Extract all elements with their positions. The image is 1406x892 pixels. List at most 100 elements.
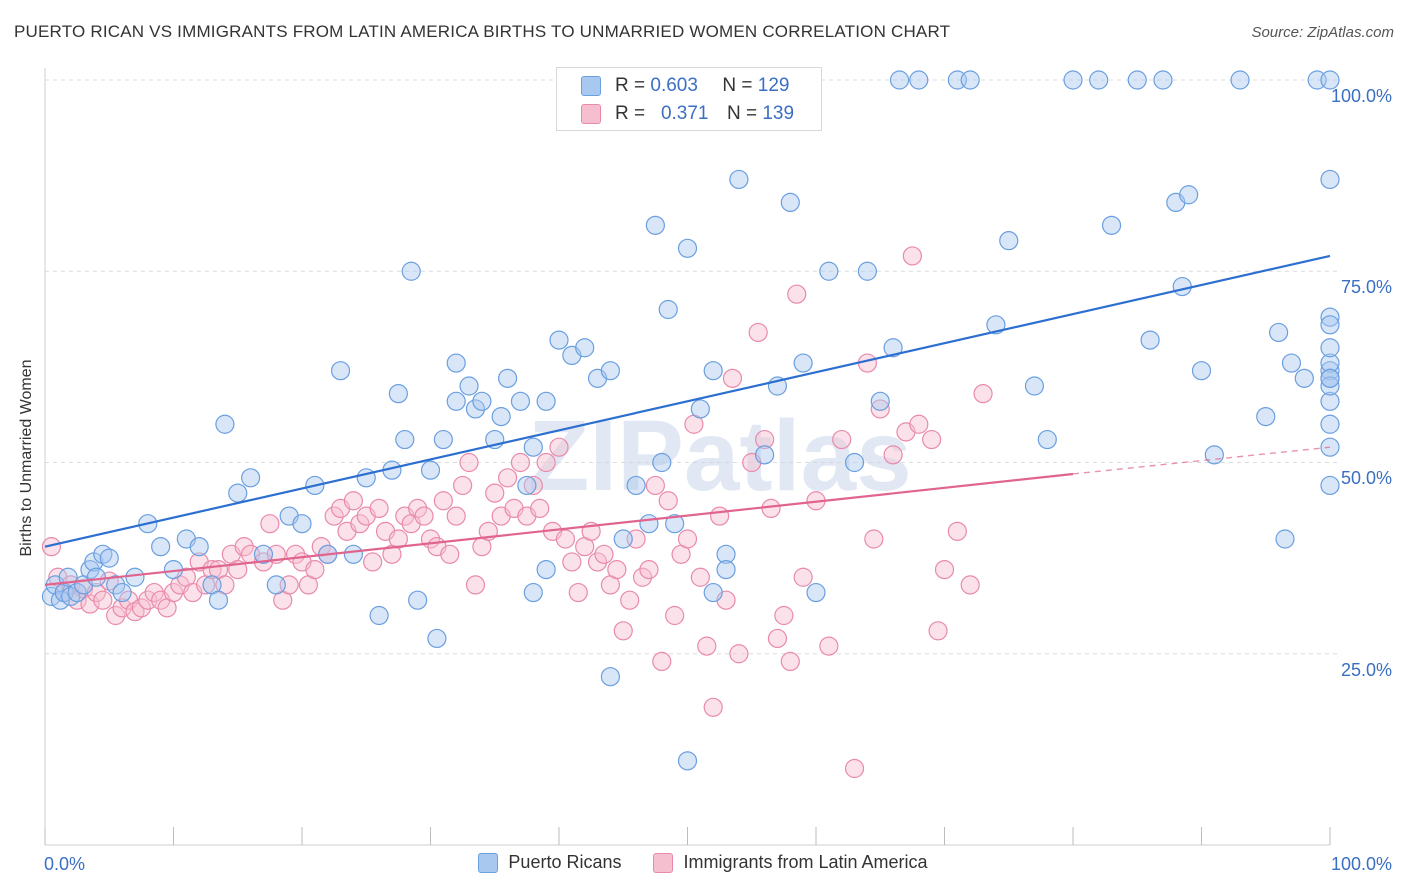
immigrants-point [922, 429, 942, 450]
puerto-rican-point [369, 605, 389, 626]
puerto-rican-point [1172, 276, 1192, 297]
puerto-rican-point [1179, 185, 1199, 205]
immigrants-point [587, 552, 608, 572]
immigrants-point [620, 590, 640, 610]
immigrants-point [131, 598, 151, 618]
puerto-rican-point [67, 582, 87, 603]
immigrants-point [453, 475, 473, 496]
immigrants-point [780, 651, 800, 672]
immigrants-point [234, 537, 254, 557]
immigrants-point [305, 559, 325, 580]
r-label: R = [615, 75, 646, 96]
immigrants-point [414, 506, 434, 526]
immigrants-point [594, 544, 614, 564]
puerto-rican-point [1320, 315, 1340, 335]
puerto-rican-point [1320, 368, 1340, 388]
puerto-rican-point [844, 452, 865, 473]
puerto-rican-point [1320, 353, 1340, 373]
puerto-rican-point [1320, 475, 1340, 496]
puerto-rican-point [228, 483, 248, 503]
puerto-rican-point [408, 590, 428, 610]
puerto-rican-point [189, 537, 209, 557]
puerto-rican-point [754, 445, 775, 465]
trend-lines [44, 254, 1331, 586]
immigrants-point [498, 468, 518, 488]
puerto-rican-point [716, 544, 736, 564]
puerto-rican-point [498, 368, 518, 388]
immigrants-point [819, 636, 839, 656]
r-value: 0.371 [660, 103, 709, 124]
puerto-rican-point [1281, 353, 1302, 373]
immigrants-point [832, 429, 852, 450]
legend-row-immigrants: R = 0.371 N = 139 [581, 100, 794, 128]
puerto-rican-point [1320, 414, 1340, 434]
puerto-rican-point [1204, 445, 1224, 465]
puerto-rican-point [517, 475, 537, 496]
puerto-rican-point [639, 514, 659, 534]
immigrants-point [909, 414, 929, 434]
immigrants-point [793, 567, 813, 587]
r-value: 0.603 [650, 75, 698, 96]
y-tick-50: 50.0% [1340, 468, 1392, 488]
immigrants-point [632, 567, 653, 587]
immigrants-point [555, 529, 576, 549]
puerto-rican-point [645, 215, 665, 235]
immigrants-point [973, 384, 993, 404]
puerto-rican-point [401, 261, 421, 281]
immigrants-point [767, 628, 788, 649]
blue-swatch [581, 76, 601, 96]
immigrants-point [510, 452, 531, 473]
immigrants-point [722, 368, 743, 388]
puerto-rican-point [1230, 70, 1250, 90]
stats-legend: R = 0.603 N = 129 R = 0.371 N = 139 [556, 67, 822, 131]
puerto-rican-point [1320, 361, 1340, 381]
puerto-rican-point [1089, 70, 1109, 90]
puerto-rican-point [86, 567, 107, 587]
puerto-rican-point [703, 582, 723, 603]
y-tick-25: 25.0% [1340, 660, 1392, 680]
legend-item-puerto-ricans: Puerto Ricans [478, 852, 621, 873]
immigrants-point [844, 758, 865, 779]
puerto-rican-point [1320, 338, 1340, 358]
immigrants-point [446, 506, 466, 526]
immigrants-point [613, 621, 633, 641]
immigrants-point [202, 559, 222, 580]
immigrants-point [870, 399, 890, 419]
immigrants-points [41, 246, 993, 779]
puerto-rican-point [960, 70, 980, 90]
puerto-rican-point [208, 590, 229, 610]
chart-title: PUERTO RICAN VS IMMIGRANTS FROM LATIN AM… [14, 22, 951, 41]
legend-label: Puerto Ricans [508, 852, 622, 872]
puerto-rican-point [99, 548, 119, 568]
puerto-rican-point [677, 751, 698, 771]
immigrants-point [645, 475, 665, 496]
puerto-rican-point [658, 299, 678, 320]
axes [44, 68, 1331, 846]
immigrants-point [754, 429, 775, 450]
immigrants-point [787, 284, 807, 304]
puerto-rican-point [1191, 361, 1212, 381]
puerto-rican-point [549, 330, 569, 350]
puerto-rican-point [1268, 322, 1289, 343]
immigrants-point [485, 483, 505, 503]
puerto-rican-point [1153, 70, 1173, 90]
immigrants-trend-extension [1072, 446, 1331, 475]
immigrants-point [343, 491, 363, 511]
immigrants-point [144, 582, 164, 603]
immigrants-point [748, 322, 768, 343]
immigrants-point [388, 529, 408, 549]
immigrants-point [947, 521, 967, 541]
immigrants-point [934, 559, 955, 580]
puerto-rican-point [510, 391, 531, 411]
immigrants-point [408, 498, 428, 518]
immigrants-point [549, 437, 569, 457]
puerto-rican-point [665, 514, 685, 534]
immigrants-point [106, 605, 126, 626]
puerto-rican-point [626, 475, 646, 496]
immigrants-point [883, 445, 903, 465]
puerto-rican-point [446, 353, 466, 373]
puerto-rican-point [465, 399, 486, 419]
x-tick-0: 0.0% [44, 854, 86, 874]
puerto-rican-point [613, 529, 633, 549]
immigrants-point [324, 506, 344, 526]
